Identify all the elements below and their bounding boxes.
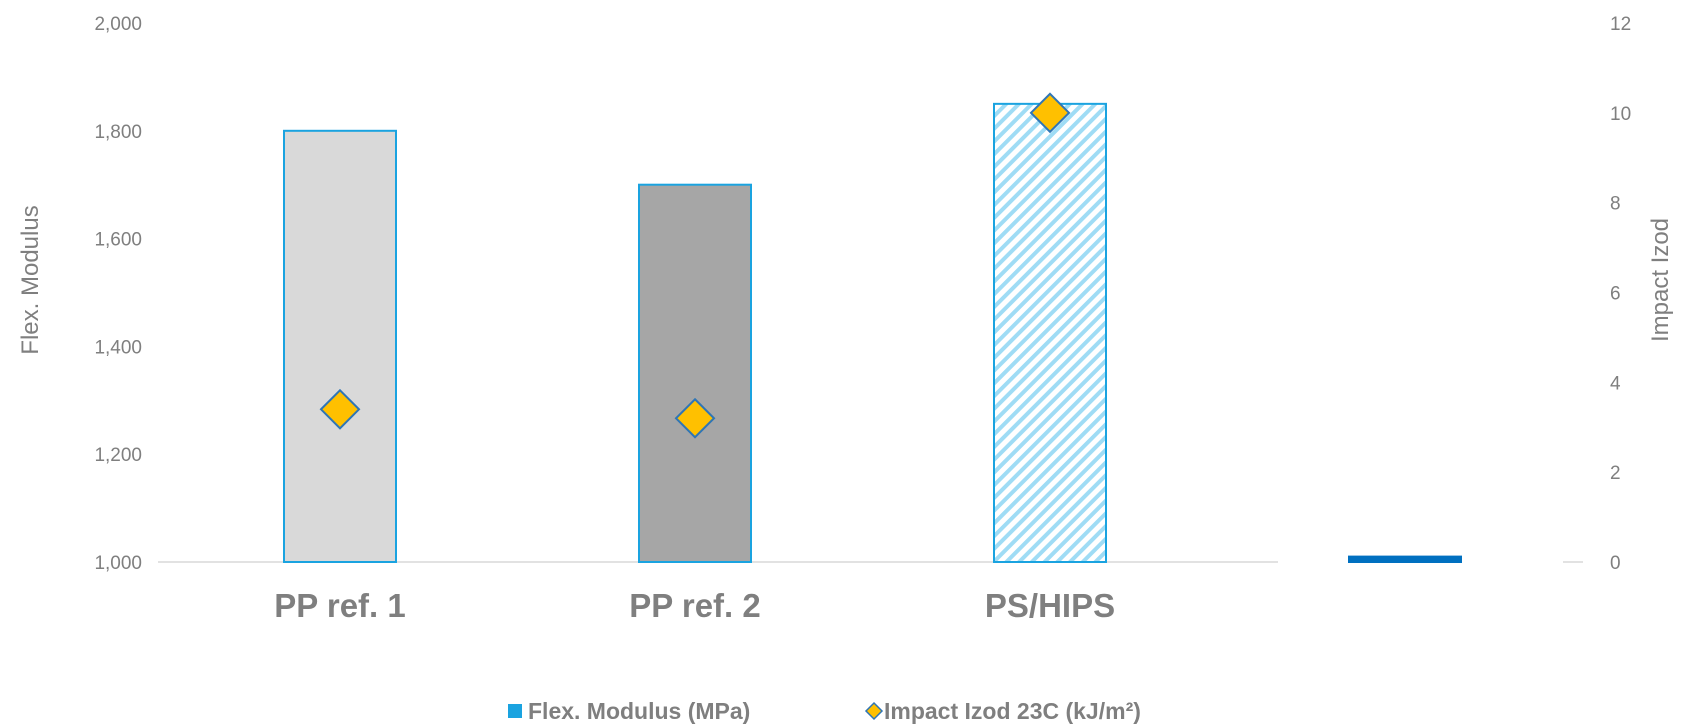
legend-swatch-flex-modulus xyxy=(508,704,522,718)
legend: Flex. Modulus (MPa) Impact Izod 23C (kJ/… xyxy=(508,698,1141,724)
y-axis-title: Flex. Modulus xyxy=(17,205,44,354)
impact-marker xyxy=(674,397,716,439)
impact-izod-markers xyxy=(319,92,1071,439)
left-tick-label: 1,400 xyxy=(94,337,142,358)
left-tick-label: 1,200 xyxy=(94,445,142,466)
impact-marker xyxy=(319,388,361,430)
impact-marker xyxy=(1029,92,1071,134)
right-tick-label: 6 xyxy=(1610,284,1621,305)
category-labels: PP ref. 1 PP ref. 2 PS/HIPS xyxy=(274,587,1115,624)
bar-pp-ref-2 xyxy=(638,183,752,563)
left-tick-label: 1,800 xyxy=(94,122,142,143)
right-tick-label: 10 xyxy=(1610,104,1631,125)
bar-pp-ref-1 xyxy=(283,129,397,564)
category-label: PP ref. 1 xyxy=(274,587,405,624)
left-tick-label: 1,000 xyxy=(94,553,142,574)
category-label: PP ref. 2 xyxy=(629,587,760,624)
right-tick-label: 8 xyxy=(1610,194,1621,215)
flex-modulus-bars xyxy=(283,102,1462,564)
right-axis-ticks: 0 2 4 6 8 10 12 xyxy=(1610,14,1631,574)
legend-label-flex-modulus: Flex. Modulus (MPa) xyxy=(528,698,750,724)
left-axis-ticks: 1,000 1,200 1,400 1,600 1,800 2,000 xyxy=(94,14,142,574)
legend-label-impact-izod: Impact Izod 23C (kJ/m²) xyxy=(884,698,1141,724)
right-tick-label: 12 xyxy=(1610,14,1631,35)
legend-swatch-impact-izod xyxy=(864,701,884,721)
right-tick-label: 4 xyxy=(1610,373,1621,394)
left-tick-label: 1,600 xyxy=(94,230,142,251)
y2-axis-title: Impact Izod xyxy=(1647,218,1674,342)
left-tick-label: 2,000 xyxy=(94,14,142,35)
bar-ps-hips xyxy=(993,102,1107,563)
right-tick-label: 2 xyxy=(1610,463,1621,484)
bar-unlabeled xyxy=(1348,555,1462,563)
right-tick-label: 0 xyxy=(1610,553,1621,574)
category-label: PS/HIPS xyxy=(985,587,1115,624)
